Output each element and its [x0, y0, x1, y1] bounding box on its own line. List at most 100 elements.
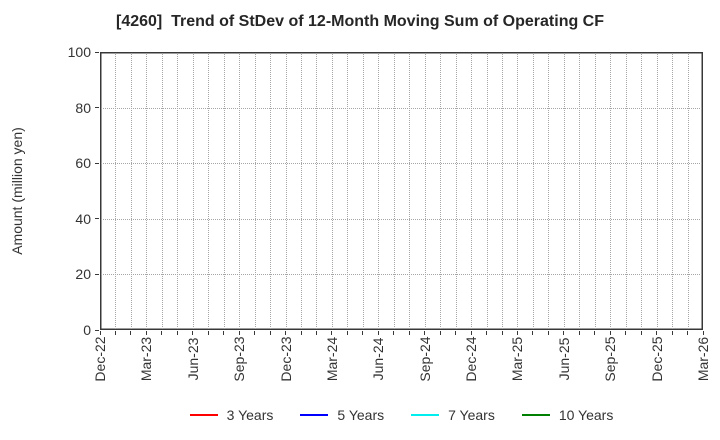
x-gridline — [285, 53, 287, 329]
x-gridline — [440, 53, 442, 329]
legend-label: 3 Years — [226, 407, 274, 423]
x-tick-mark — [640, 331, 642, 335]
x-tick-mark — [99, 331, 101, 335]
legend-label: 10 Years — [558, 407, 614, 423]
x-tick-mark — [702, 331, 704, 335]
x-gridline — [270, 53, 272, 329]
x-tick-mark — [532, 331, 534, 335]
x-gridline — [594, 53, 596, 329]
x-gridline — [424, 53, 426, 329]
x-tick-mark — [671, 331, 673, 335]
x-gridline — [362, 53, 364, 329]
x-tick-mark — [161, 331, 163, 335]
x-tick-label: Jun-24 — [370, 337, 387, 381]
x-tick-mark — [346, 331, 348, 335]
legend-entry: 3 Years — [189, 407, 274, 423]
x-gridline — [625, 53, 627, 329]
x-tick-label: Dec-22 — [92, 336, 108, 382]
x-tick-label: Jun-23 — [184, 337, 201, 381]
x-tick-mark — [315, 331, 317, 335]
x-tick-mark — [285, 331, 287, 335]
x-gridline — [378, 53, 380, 329]
x-gridline — [316, 53, 318, 329]
x-gridline — [455, 53, 457, 329]
x-tick-mark — [501, 331, 503, 335]
x-tick-label: Sep-23 — [231, 336, 248, 382]
x-tick-mark — [594, 331, 596, 335]
y-tick-label: 80 — [75, 99, 91, 116]
x-gridline — [146, 53, 148, 329]
legend-entry: 5 Years — [300, 407, 384, 423]
x-tick-mark — [192, 331, 194, 335]
x-tick-label: Dec-24 — [463, 336, 480, 382]
y-tick-mark — [95, 329, 99, 331]
y-tick-label: 40 — [75, 210, 91, 227]
x-tick-label: Mar-26 — [695, 336, 711, 382]
x-gridline — [579, 53, 581, 329]
x-gridline — [471, 53, 473, 329]
x-tick-mark — [408, 331, 410, 335]
x-gridline — [656, 53, 658, 329]
y-tick-label: 20 — [75, 266, 91, 283]
y-tick-label: 100 — [67, 44, 91, 60]
x-gridline — [409, 53, 411, 329]
x-tick-mark — [114, 331, 116, 335]
x-gridline — [641, 53, 643, 329]
x-gridline — [532, 53, 534, 329]
x-tick-mark — [563, 331, 565, 335]
x-gridline — [502, 53, 503, 329]
y-axis-label: Amount (million yen) — [9, 127, 25, 255]
x-gridline — [687, 53, 689, 329]
x-gridline — [517, 53, 519, 329]
x-gridline — [115, 53, 117, 329]
x-tick-mark — [393, 331, 395, 335]
plot-area — [100, 52, 703, 330]
legend-label: 5 Years — [337, 407, 385, 423]
x-gridline — [486, 53, 488, 329]
y-gridline — [101, 274, 702, 276]
x-tick-mark — [238, 331, 240, 335]
x-gridline — [672, 53, 674, 329]
x-tick-label: Dec-25 — [648, 336, 665, 382]
y-tick-mark — [95, 218, 99, 220]
x-tick-mark — [547, 331, 549, 335]
y-gridline — [101, 107, 702, 109]
x-gridline — [239, 53, 241, 329]
x-tick-label: Mar-24 — [323, 336, 340, 382]
x-tick-mark — [254, 331, 256, 335]
legend-label: 7 Years — [448, 407, 495, 423]
x-gridline — [347, 53, 349, 329]
x-tick-mark — [300, 331, 302, 335]
y-tick-label: 60 — [75, 155, 91, 172]
x-tick-label: Sep-25 — [602, 336, 619, 382]
x-tick-mark — [578, 331, 580, 335]
y-tick-mark — [95, 162, 99, 164]
x-tick-mark — [145, 331, 147, 335]
legend-entry: 7 Years — [411, 407, 495, 423]
legend: 3 Years 5 Years 7 Years 10 Years — [100, 406, 703, 424]
x-tick-label: Mar-25 — [509, 336, 526, 382]
x-tick-mark — [377, 331, 379, 335]
x-tick-label: Mar-23 — [138, 336, 155, 382]
x-gridline — [301, 53, 302, 329]
x-tick-mark — [362, 331, 364, 335]
x-gridline — [223, 53, 225, 329]
x-tick-mark — [609, 331, 611, 335]
legend-line-swatch — [411, 413, 440, 417]
x-tick-mark — [130, 331, 132, 335]
x-tick-mark — [516, 331, 518, 335]
chart-title: [4260] Trend of StDev of 12-Month Moving… — [115, 13, 605, 30]
x-gridline — [177, 53, 179, 329]
x-tick-mark — [223, 331, 225, 335]
x-tick-mark — [269, 331, 271, 335]
legend-entry: 10 Years — [521, 407, 614, 423]
x-tick-mark — [486, 331, 488, 335]
x-gridline — [393, 53, 395, 329]
y-tick-mark — [95, 107, 99, 109]
legend-line-swatch — [521, 413, 550, 417]
x-tick-mark — [470, 331, 472, 335]
y-gridline — [101, 163, 702, 165]
x-gridline — [548, 53, 550, 329]
x-tick-mark — [656, 331, 658, 335]
